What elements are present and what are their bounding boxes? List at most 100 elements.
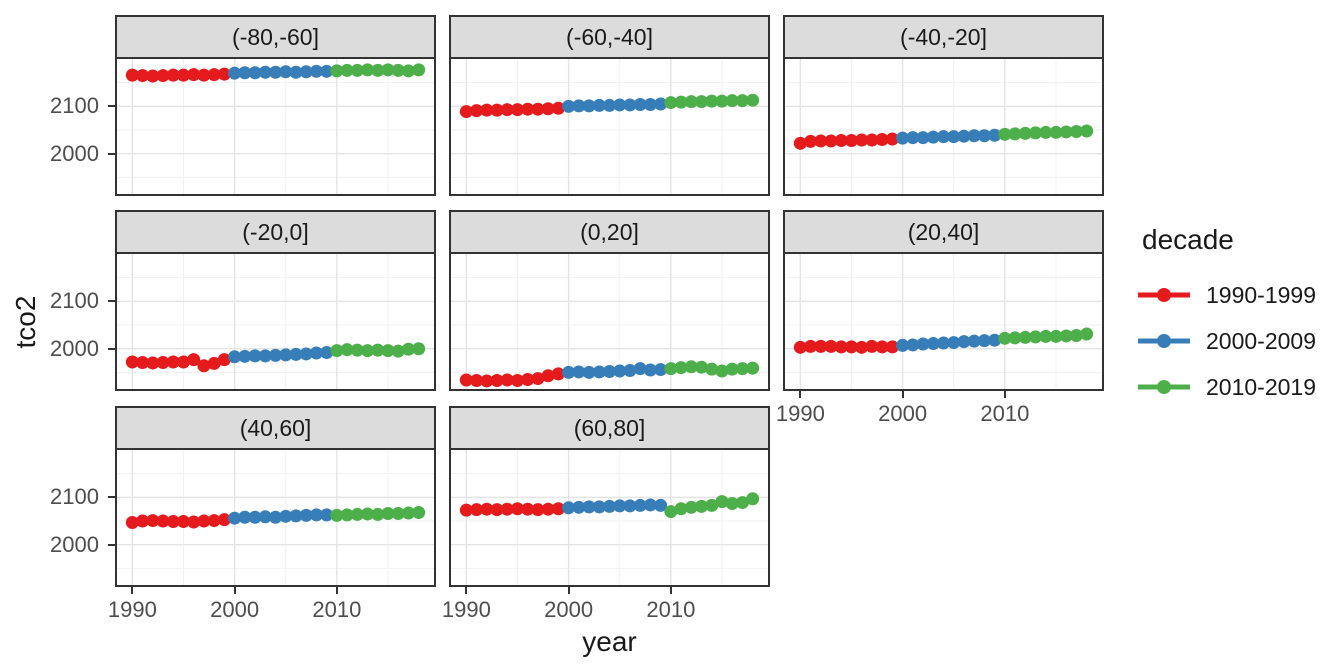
data-point	[412, 63, 426, 77]
data-point	[258, 349, 272, 363]
data-point	[217, 513, 231, 527]
x-axis-title: year	[582, 626, 637, 657]
data-point	[654, 363, 668, 377]
data-point	[705, 362, 719, 376]
data-point	[916, 337, 930, 351]
data-point	[998, 331, 1012, 345]
data-point	[371, 63, 385, 77]
data-point	[1080, 327, 1094, 341]
data-point	[238, 66, 252, 80]
legend-entry-label: 2010-2019	[1206, 373, 1316, 400]
data-point	[592, 98, 606, 112]
data-point	[592, 500, 606, 514]
data-point	[643, 363, 657, 377]
data-point	[1059, 329, 1073, 343]
y-tick	[108, 300, 115, 303]
data-point	[947, 130, 961, 144]
data-point	[623, 364, 637, 378]
data-point	[330, 64, 344, 78]
data-point	[715, 495, 729, 509]
data-point	[480, 374, 494, 388]
data-point	[824, 134, 838, 148]
data-point	[371, 507, 385, 521]
x-tick-label: 2000	[878, 401, 928, 426]
data-point	[299, 65, 313, 79]
facet-strip-label: (-40,-20]	[900, 23, 987, 50]
y-tick-label: 2000	[50, 140, 99, 166]
facet-plot-area	[449, 57, 770, 196]
data-point	[674, 95, 688, 109]
data-point	[885, 340, 899, 354]
data-point	[136, 514, 150, 528]
facet-strip: (-20,0]	[115, 210, 436, 254]
data-point	[967, 334, 981, 348]
data-point	[865, 133, 879, 147]
data-point	[705, 498, 719, 512]
legend-title: decade	[1142, 224, 1234, 255]
data-point	[814, 339, 828, 353]
y-tick-label: 2000	[50, 531, 99, 557]
data-point	[187, 515, 201, 529]
data-point	[977, 129, 991, 143]
data-point	[156, 69, 170, 83]
data-point	[896, 131, 910, 145]
data-point	[299, 508, 313, 522]
data-point	[320, 64, 334, 78]
data-point	[207, 68, 221, 82]
facet-strip: (0,20]	[449, 210, 770, 254]
data-point	[279, 65, 293, 79]
data-point	[176, 515, 190, 529]
facet-strip: (-40,-20]	[783, 15, 1104, 59]
data-point	[664, 362, 678, 376]
legend-entries: 1990-1999 2000-2009 2010-2019	[1138, 272, 1316, 410]
data-point	[521, 373, 535, 387]
legend-key-point	[1157, 334, 1171, 348]
y-tick-label: 2100	[50, 288, 99, 314]
data-point	[695, 499, 709, 513]
data-point	[875, 133, 889, 147]
data-point	[1008, 127, 1022, 141]
data-point	[125, 68, 139, 82]
facet-strip-label: (0,20]	[580, 218, 639, 245]
data-point	[521, 102, 535, 116]
data-point	[875, 340, 889, 354]
data-point	[238, 349, 252, 363]
data-point	[633, 498, 647, 512]
x-tick-label: 1990	[107, 597, 157, 622]
facet-canvas	[785, 59, 1102, 194]
data-point	[459, 503, 473, 517]
legend-key-point	[1157, 288, 1171, 302]
data-point	[531, 503, 545, 517]
data-point	[735, 496, 749, 510]
data-point	[248, 349, 262, 363]
data-point	[613, 499, 627, 513]
data-point	[350, 507, 364, 521]
legend-key-point	[1157, 380, 1171, 394]
data-point	[136, 69, 150, 83]
facet-strip: (-60,-40]	[449, 15, 770, 59]
data-point	[1039, 125, 1053, 139]
data-point	[541, 502, 555, 516]
data-point	[480, 103, 494, 117]
x-tick-label: 2010	[312, 597, 362, 622]
data-point	[998, 127, 1012, 141]
facet-strip-label: (20,40]	[907, 218, 980, 245]
data-point	[217, 353, 231, 367]
facet-strip-label: (-80,-60]	[232, 23, 319, 50]
data-point	[664, 505, 678, 519]
data-point	[885, 132, 899, 146]
x-tick	[335, 587, 338, 594]
data-point	[725, 497, 739, 511]
facet-strip: (60,80]	[449, 406, 770, 450]
data-point	[146, 356, 160, 370]
x-tick-label: 2000	[210, 597, 260, 622]
data-point	[603, 98, 616, 112]
data-point	[715, 364, 729, 378]
x-tick	[1003, 391, 1006, 398]
data-point	[187, 353, 201, 367]
facet-plot-area	[115, 252, 436, 391]
data-point	[197, 514, 211, 528]
facet-plot-area	[783, 252, 1104, 391]
facet-(-80,-60]: (-80,-60] 2100 2000	[50, 15, 436, 196]
